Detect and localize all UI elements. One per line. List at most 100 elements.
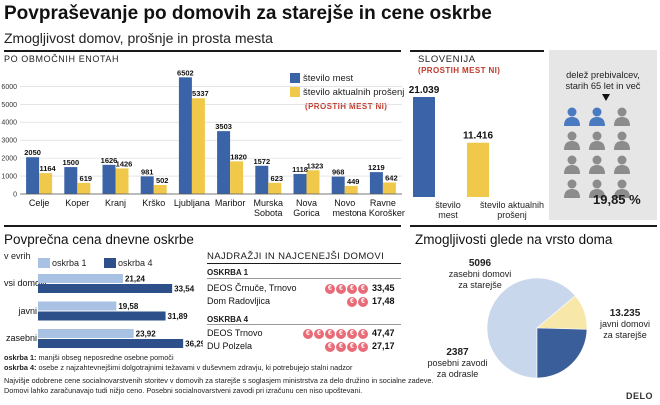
euro-coin-icon: € [336, 342, 346, 352]
y-tick-label: 1000 [1, 174, 17, 181]
person-icon [617, 179, 627, 189]
person-icon [564, 117, 580, 126]
price-row-label-all: vsi domovi [4, 278, 47, 288]
bar-oskrba1 [38, 329, 134, 338]
bar-value-label: 23,92 [136, 330, 157, 339]
pie-chart [486, 277, 588, 379]
euro-coin-icon: € [347, 297, 357, 307]
euro-coin-icon: € [358, 329, 368, 339]
bar-value-label: 968 [332, 168, 345, 177]
person-icon [567, 155, 577, 165]
euro-coin-icon: € [303, 329, 313, 339]
person-icon [567, 107, 577, 117]
pie-label-special: 2387 posebni zavodi za odrasle [410, 347, 505, 380]
bar-capacity [217, 131, 231, 194]
slovenia-heading: SLOVENIJA [418, 54, 476, 65]
legend-swatch-capacity [290, 73, 300, 83]
bar-requests [115, 168, 129, 194]
legend-swatch-oskrba4 [104, 258, 116, 268]
price-row-label-public: javni [18, 306, 37, 316]
bar-capacity [64, 167, 78, 194]
bar-capacity [293, 173, 307, 194]
bar-value-label: 1820 [230, 152, 247, 161]
bar-value-label: 36,29 [185, 340, 203, 349]
legend-label-capacity: število mest [303, 73, 354, 84]
person-icon [614, 117, 630, 126]
bar-value-label: 642 [385, 173, 398, 182]
y-tick-label: 5000 [1, 102, 17, 109]
footnote-oskrba1: oskrba 1: manjši obseg neposredne osebne… [4, 353, 174, 362]
extremes-row-name: DEOS Črnuče, Trnovo [207, 283, 297, 293]
pie-label-private-value: 5096 [468, 258, 492, 269]
slovenia-label-capacity-line2: mest [438, 210, 458, 220]
footnote-oskrba1-text: manjši obseg neposredne osebne pomoči [36, 353, 174, 362]
price-chart: 21,24 33,54 19,58 31,89 23,92 36,29 [38, 274, 203, 349]
share-caption-line2: starih 65 let in več [565, 81, 641, 91]
x-category-label: Gorica [293, 208, 320, 218]
person-icon [589, 117, 605, 126]
legend-label-oskrba1: oskrba 1 [52, 258, 87, 268]
slovenia-note-no-vacancies: (PROSTIH MEST NI) [418, 66, 501, 75]
bar-value-label: 6502 [177, 68, 194, 77]
person-icon [592, 155, 602, 165]
bar-capacity [178, 77, 192, 194]
slovenia-label-requests: število aktualnih prošenj [472, 200, 552, 220]
euro-coin-icon: € [358, 342, 368, 352]
bar-value-label: 449 [347, 177, 360, 186]
source-logo: DELO [626, 391, 654, 401]
footnote-note1: Najvišje odobrene cene socialnovarstveni… [4, 376, 434, 385]
page-title: Povpraševanje po domovih za starejše in … [4, 3, 492, 24]
pie-label-public-value: 13.235 [609, 308, 641, 319]
pie-title: Zmogljivosti glede na vrsto doma [415, 232, 613, 247]
bar-oskrba1 [38, 301, 117, 311]
person-icon [592, 107, 602, 117]
page-subtitle: Zmogljivost domov, prošnje in prosta mes… [4, 30, 273, 46]
bar-capacity [331, 176, 345, 194]
bar-capacity [369, 172, 383, 194]
x-category-label: Kranj [105, 198, 126, 208]
bar-capacity [102, 164, 116, 194]
bar-value-label: 21.039 [409, 85, 440, 96]
x-category-label: Krško [142, 198, 165, 208]
pie-label-special-value: 2387 [446, 347, 469, 358]
bar-value-label: 19,58 [118, 302, 139, 311]
person-icon [592, 179, 602, 189]
x-category-label: Ljubljana [174, 198, 210, 208]
x-category-label: Celje [29, 198, 50, 208]
person-icon [589, 189, 605, 198]
y-tick-label: 2000 [1, 156, 17, 163]
bar-value-label: 3503 [215, 122, 232, 131]
bar-slovenia [413, 97, 435, 197]
bar-value-label: 1572 [253, 157, 270, 166]
slovenia-label-capacity-line1: število [435, 200, 461, 210]
bar-capacity [255, 165, 269, 194]
bar-value-label: 619 [80, 174, 93, 183]
price-row-label-private: zasebni [5, 333, 37, 343]
pie-slice [536, 327, 588, 379]
pie-label-private-line1: zasebni domovi [448, 269, 512, 279]
bar-value-label: 2050 [24, 148, 41, 157]
bar-value-label: 981 [141, 167, 154, 176]
x-category-label: Maribor [215, 198, 246, 208]
chevron-down-icon [602, 94, 610, 101]
pie-label-special-line1: posebni zavodi [427, 358, 488, 368]
bar-requests [77, 182, 91, 194]
people-icon-grid [564, 107, 630, 198]
footnote-note2: Domovi lahko zaračunavajo tudi nižjo cen… [4, 386, 363, 395]
divider [410, 50, 544, 52]
person-icon [589, 165, 605, 174]
bar-slovenia [467, 142, 489, 197]
euro-coin-icon: € [347, 329, 357, 339]
bar-value-label: 11.416 [463, 131, 493, 142]
person-icon [567, 179, 577, 189]
person-icon [617, 155, 627, 165]
legend-swatch-oskrba1 [38, 258, 50, 268]
pie-label-private-line2: za starejše [458, 280, 502, 290]
bar-value-label: 1118 [292, 165, 308, 174]
person-icon [614, 165, 630, 174]
slovenia-label-requests-line1: število aktualnih [479, 200, 545, 210]
bar-oskrba4 [38, 339, 184, 348]
bar-oskrba4 [38, 284, 173, 293]
x-category-label: Ravne [370, 198, 396, 208]
x-category-label: mesto [332, 208, 357, 218]
